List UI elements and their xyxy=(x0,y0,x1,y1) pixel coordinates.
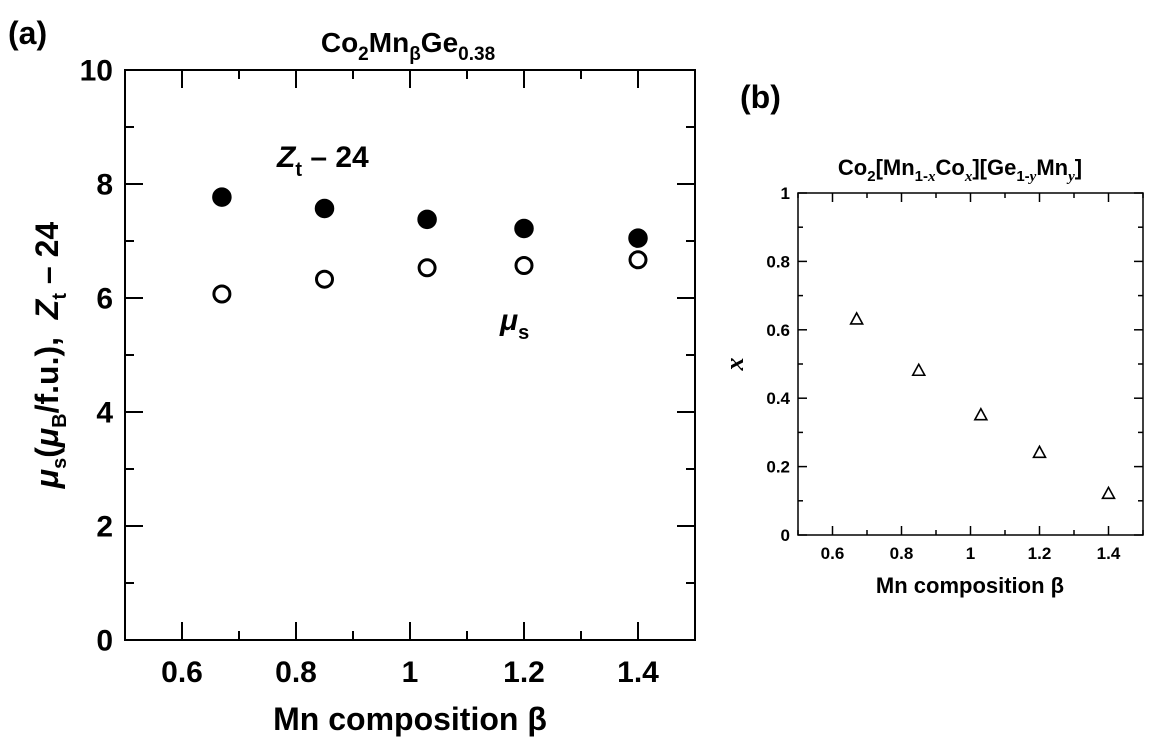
panel-a-label: (a) xyxy=(8,15,47,51)
data-point-mu-s xyxy=(212,284,232,304)
data-point-zt-24 xyxy=(628,228,648,248)
panel-a: (a) Co2MnβGe0.38 0.6 0.8 1 1.2 1.4 0 2 4 6 8 10 M… xyxy=(8,15,696,737)
x-tick-label: 1.4 xyxy=(617,656,659,689)
panel-b: (b) Co2[Mn1-xCox][Ge1-yMny] 0.6 0.8 1 1.2 1.… xyxy=(720,79,1144,598)
panel-a-plot-frame xyxy=(124,69,696,641)
panel-b-title: Co2[Mn1-xCox][Ge1-yMny] xyxy=(838,155,1082,185)
panel-a-x-axis-label: Mn composition β xyxy=(273,701,547,737)
data-point-mu-s xyxy=(628,250,648,270)
x-tick-label: 0.8 xyxy=(890,544,914,563)
data-point-zt-24 xyxy=(514,218,534,239)
data-point-mu-s xyxy=(417,258,437,278)
y-tick-label: 2 xyxy=(96,511,113,544)
y-tick-label: 0 xyxy=(781,526,790,545)
data-point-mu-s xyxy=(514,256,534,276)
panel-b-y-axis: 0 0.2 0.4 0.6 0.8 1 xyxy=(766,184,1143,545)
y-tick-label: 0.4 xyxy=(766,389,790,408)
data-point-zt-24 xyxy=(417,209,437,230)
x-tick-label: 0.8 xyxy=(275,656,317,689)
panel-b-plot-frame xyxy=(797,192,1144,536)
data-point-x xyxy=(1101,485,1116,500)
panel-b-x-axis-label: Mn composition β xyxy=(876,573,1064,598)
x-tick-label: 1.4 xyxy=(1097,544,1121,563)
panel-b-y-axis-label: x xyxy=(720,358,749,372)
y-tick-label: 10 xyxy=(80,55,113,88)
panel-a-data-points xyxy=(212,187,648,304)
x-tick-label: 1.2 xyxy=(503,656,545,689)
y-tick-label: 8 xyxy=(96,169,113,202)
data-point-zt-24 xyxy=(212,187,232,207)
y-tick-label: 4 xyxy=(96,397,113,430)
data-point-x xyxy=(1032,444,1047,459)
data-point-x xyxy=(911,362,927,377)
data-point-zt-24 xyxy=(314,198,335,219)
y-tick-label: 0 xyxy=(96,625,113,658)
panel-b-data-points xyxy=(849,311,1116,500)
x-tick-label: 0.6 xyxy=(161,656,203,689)
annotation-mu-s: μs xyxy=(499,304,529,344)
data-point-x xyxy=(973,407,989,421)
panel-a-title: Co2MnβGe0.38 xyxy=(321,27,495,65)
annotation-zt-24: Zt – 24 xyxy=(276,141,369,181)
x-tick-label: 0.6 xyxy=(821,544,845,563)
y-tick-label: 0.2 xyxy=(766,458,790,477)
data-point-mu-s xyxy=(315,269,334,289)
panel-a-x-axis: 0.6 0.8 1 1.2 1.4 xyxy=(124,70,696,689)
y-tick-label: 0.8 xyxy=(766,252,790,271)
x-tick-label: 1 xyxy=(966,544,975,563)
x-tick-label: 1 xyxy=(402,656,419,689)
x-tick-label: 1.2 xyxy=(1028,544,1052,563)
panel-b-label: (b) xyxy=(740,79,781,115)
data-point-x xyxy=(849,311,864,325)
panel-a-y-axis-label: μs(μB/f.u.), Zt – 24 xyxy=(29,222,71,490)
y-tick-label: 0.6 xyxy=(766,321,790,340)
y-tick-label: 1 xyxy=(781,184,790,203)
y-tick-label: 6 xyxy=(96,283,113,316)
panel-a-y-axis: 0 2 4 6 8 10 xyxy=(80,55,695,658)
panel-b-x-axis: 0.6 0.8 1 1.2 1.4 xyxy=(797,193,1144,563)
